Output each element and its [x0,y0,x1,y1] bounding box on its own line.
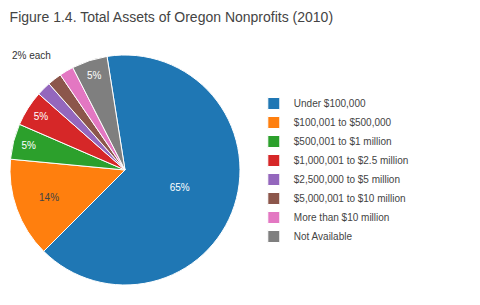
svg-text:$500,001 to $1 million: $500,001 to $1 million [294,136,392,147]
svg-text:Not Available: Not Available [294,231,353,242]
svg-text:$5,000,001 to $10 million: $5,000,001 to $10 million [294,193,406,204]
svg-text:5%: 5% [21,140,36,151]
svg-text:$2,500,000 to $5 million: $2,500,000 to $5 million [294,174,400,185]
svg-text:More than $10 million: More than $10 million [294,212,390,223]
svg-text:5%: 5% [34,111,49,122]
svg-text:Figure 1.4. Total Assets of Or: Figure 1.4. Total Assets of Oregon Nonpr… [10,9,333,25]
svg-text:5%: 5% [87,70,102,81]
svg-text:2% each: 2% each [12,50,51,61]
svg-text:14%: 14% [39,192,59,203]
svg-text:Under $100,000: Under $100,000 [294,98,366,109]
svg-text:$100,001 to $500,000: $100,001 to $500,000 [294,117,392,128]
svg-text:$1,000,001 to $2.5 million: $1,000,001 to $2.5 million [294,155,409,166]
svg-text:65%: 65% [170,182,190,193]
